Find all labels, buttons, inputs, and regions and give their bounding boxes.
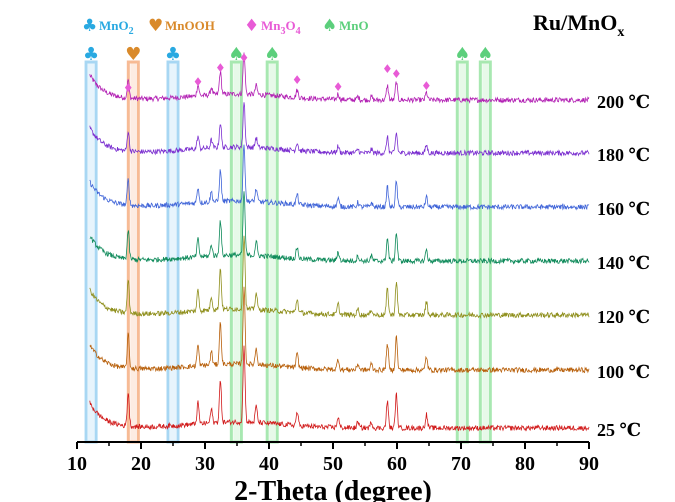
reference-band-fill (459, 62, 466, 442)
band-symbol-mnooh: ♥ (125, 44, 141, 65)
mn3o4-marker: ♦ (193, 75, 204, 89)
x-tick-label: 20 (131, 453, 151, 475)
legend-symbol: ♥ (148, 16, 163, 36)
mn3o4-marker: ♦ (391, 67, 402, 81)
band-symbol-mno2: ♣ (83, 44, 99, 65)
reference-band-fill (130, 62, 137, 442)
legend-label: MnOOH (165, 18, 215, 33)
series-line (89, 144, 590, 211)
series-line (89, 286, 590, 374)
band-symbol-mno: ♠ (477, 44, 493, 65)
legend-entry-mnooh: ♥ MnOOH (148, 16, 215, 36)
legend-symbol: ♦ (244, 16, 259, 36)
chart-title-sub: x (617, 25, 624, 40)
xrd-series: 200 ℃ 180 ℃ 160 ℃ 140 ℃ 120 ℃ 100 ℃ 25 ℃ (89, 52, 650, 440)
phase-markers: ♦ ♦♦♦♦ ♦♦♦♦ (123, 51, 432, 95)
reference-band-fill (482, 62, 489, 442)
x-tick-label: 80 (515, 453, 535, 475)
series-label: 25 ℃ (597, 420, 641, 440)
mn3o4-marker: ♦ (382, 62, 393, 76)
series-label: 140 ℃ (597, 253, 650, 273)
series-line (89, 235, 590, 320)
chart-title: Ru/MnOx (533, 10, 624, 40)
mn3o4-marker: ♦ (292, 73, 303, 87)
x-tick-label: 10 (67, 453, 87, 475)
reference-band-fill (88, 62, 95, 442)
x-tick-label: 60 (387, 453, 407, 475)
series-line (89, 52, 590, 104)
legend-symbol: ♣ (82, 16, 97, 36)
band-symbol-mno2: ♣ (165, 44, 181, 65)
legend: ♣ MnO2 ♥ MnOOH ♦ Mn3O4 ♠ MnO (82, 16, 369, 37)
series-label: 120 ℃ (597, 307, 650, 327)
legend-label: MnO2 (99, 18, 134, 37)
mn3o4-marker: ♦ (421, 79, 432, 93)
legend-entry-mn3o4: ♦ Mn3O4 (244, 16, 301, 37)
series-line (89, 345, 590, 432)
x-axis: 10 20 30 40 50 60 70 80 90 (67, 441, 599, 475)
mn3o4-marker: ♦ (215, 61, 226, 75)
series-label: 180 ℃ (597, 145, 650, 165)
x-tick-label: 70 (451, 453, 471, 475)
band-symbol-mno: ♠ (228, 44, 244, 65)
x-tick-label: 50 (323, 453, 343, 475)
series-line (89, 191, 590, 265)
reference-band-fill (269, 62, 276, 442)
x-tick-label: 90 (579, 453, 599, 475)
mn3o4-marker: ♦ (123, 81, 134, 95)
mn3o4-marker: ♦ (333, 80, 344, 94)
x-tick-label: 40 (259, 453, 279, 475)
band-symbol-mno: ♠ (454, 44, 470, 65)
reference-band-fill (233, 62, 240, 442)
series-label: 200 ℃ (597, 92, 650, 112)
x-axis-label: 2-Theta (degree) (234, 476, 432, 502)
band-symbol-mno: ♠ (264, 44, 280, 65)
legend-label: MnO (339, 18, 369, 33)
reference-bands: ♣ ♥ ♣ ♠ ♠ ♠ ♠ (83, 44, 493, 444)
legend-symbol: ♠ (322, 16, 337, 36)
series-line (89, 102, 590, 157)
series-label: 160 ℃ (597, 199, 650, 219)
reference-band-fill (170, 62, 176, 442)
legend-entry-mno: ♠ MnO (322, 16, 369, 36)
legend-label: Mn3O4 (261, 18, 301, 37)
x-tick-label: 30 (195, 453, 215, 475)
chart-title-main: Ru/MnO (533, 10, 617, 35)
series-label: 100 ℃ (597, 362, 650, 382)
legend-entry-mno2: ♣ MnO2 (82, 16, 134, 37)
mn3o4-marker: ♦ (239, 51, 250, 65)
